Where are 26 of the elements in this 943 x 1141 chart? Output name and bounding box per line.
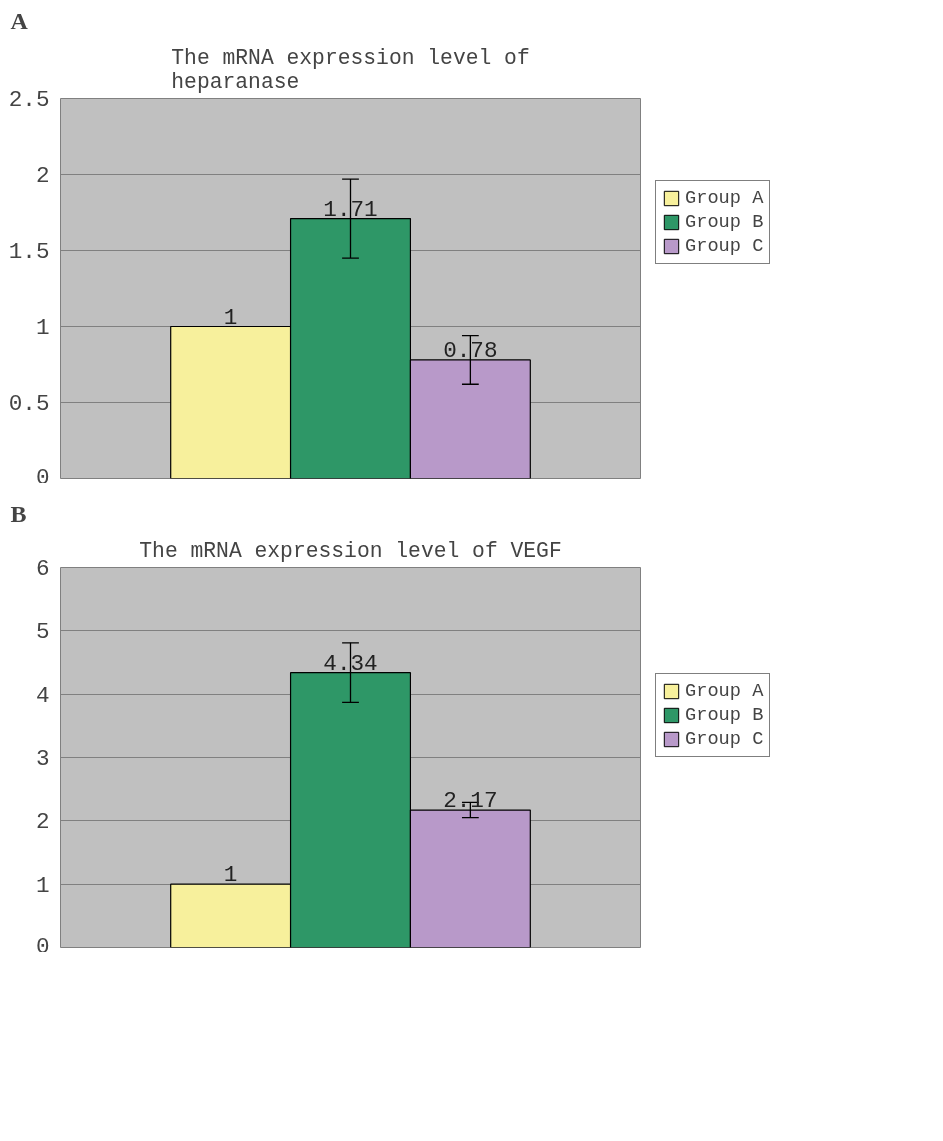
- y-tick-label: 5: [35, 619, 50, 646]
- legend-label: Group A: [685, 680, 764, 703]
- data-label: 1: [223, 304, 238, 331]
- y-tick-label: 1: [35, 872, 50, 899]
- legend-label: Group A: [685, 187, 764, 210]
- y-tick-label: 1: [35, 315, 50, 341]
- text: B: [10, 500, 27, 527]
- y-tick-label: 0: [35, 464, 50, 491]
- legend-label: Group B: [685, 211, 764, 234]
- chart-title: The mRNA expression level of heparanase: [171, 45, 530, 94]
- text: A: [10, 7, 29, 34]
- y-tick-label: 0: [35, 933, 50, 960]
- data-label: 2.17: [443, 788, 498, 815]
- data-label: 1: [223, 862, 238, 889]
- y-tick-label: 1.5: [8, 239, 50, 265]
- y-tick-label: 2: [35, 809, 50, 836]
- y-tick-label: 4: [35, 682, 50, 709]
- y-tick-label: 0.5: [8, 391, 50, 417]
- chart-title: The mRNA expression level of VEGF: [139, 538, 562, 563]
- legend-label: Group C: [685, 728, 764, 751]
- legend-label: Group C: [685, 235, 764, 258]
- y-tick-label: 2: [35, 163, 50, 189]
- y-tick-label: 2.5: [8, 87, 50, 113]
- y-tick-label: 6: [35, 556, 50, 582]
- legend-label: Group B: [685, 704, 764, 727]
- y-tick-label: 3: [35, 746, 50, 772]
